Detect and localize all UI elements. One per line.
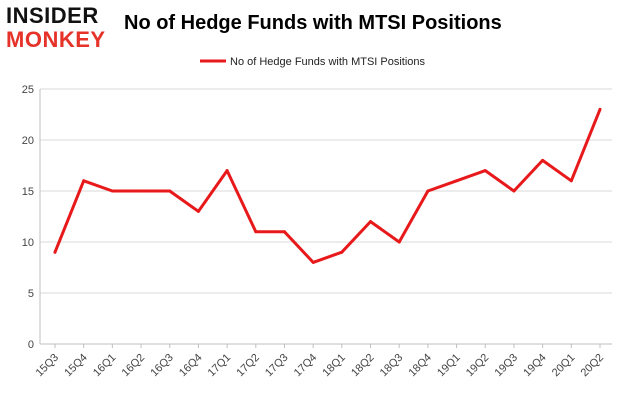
y-tick-label: 25 (22, 84, 34, 96)
x-tick-label: 20Q2 (579, 352, 607, 380)
legend-label: No of Hedge Funds with MTSI Positions (230, 56, 426, 68)
data-point (541, 158, 545, 162)
y-tick-label: 5 (28, 288, 34, 300)
x-tick-label: 16Q4 (177, 352, 205, 380)
data-point (196, 209, 200, 213)
data-point (569, 179, 573, 183)
data-point (82, 179, 86, 183)
series-layer (53, 107, 602, 264)
axes (39, 89, 612, 348)
x-tick-label: 20Q1 (550, 352, 578, 380)
data-point (397, 240, 401, 244)
data-point (254, 230, 258, 234)
data-point (598, 107, 602, 111)
x-tick-label: 18Q4 (406, 352, 434, 380)
x-tick-label: 17Q2 (234, 352, 262, 380)
data-point (139, 189, 143, 193)
x-tick-label: 16Q1 (91, 352, 119, 380)
data-point (512, 189, 516, 193)
y-tick-label: 15 (22, 186, 34, 198)
data-point (311, 260, 315, 264)
y-tick-label: 0 (28, 339, 34, 351)
x-tick-label: 16Q2 (120, 352, 148, 380)
data-point (340, 250, 344, 254)
data-point (426, 189, 430, 193)
x-tick-label: 15Q3 (34, 352, 62, 380)
chart-title: No of Hedge Funds with MTSI Positions (124, 12, 502, 34)
x-tick-label: 19Q2 (464, 352, 492, 380)
data-point (225, 169, 229, 173)
data-point (110, 189, 114, 193)
x-tick-label: 18Q3 (378, 352, 406, 380)
data-point (168, 189, 172, 193)
x-tick-label: 18Q1 (320, 352, 348, 380)
data-point (483, 169, 487, 173)
x-tick-label: 17Q1 (206, 352, 234, 380)
x-tick-label: 19Q4 (521, 352, 549, 380)
x-tick-label: 17Q4 (292, 352, 320, 380)
x-tick-label: 19Q3 (493, 352, 521, 380)
data-point (455, 179, 459, 183)
logo-line-2: MONKEY (6, 27, 106, 52)
legend: No of Hedge Funds with MTSI Positions (200, 56, 426, 68)
x-tick-label: 17Q3 (263, 352, 291, 380)
x-tick-label: 16Q3 (148, 352, 176, 380)
logo-line-1: INSIDER (6, 3, 99, 28)
data-point (369, 220, 373, 224)
data-point (53, 250, 57, 254)
x-tick-label: 18Q2 (349, 352, 377, 380)
y-tick-label: 10 (22, 237, 34, 249)
y-tick-labels: 0 5 10 15 20 25 (22, 84, 34, 351)
insider-monkey-logo: INSIDER MONKEY (6, 4, 118, 54)
x-tick-label: 19Q1 (435, 352, 463, 380)
x-tick-labels: 15Q3 15Q4 16Q1 16Q2 16Q3 16Q4 17Q1 17Q2 17Q3 17Q4… (34, 352, 607, 380)
series-line (53, 107, 602, 264)
y-tick-label: 20 (22, 135, 34, 147)
data-point (282, 230, 286, 234)
x-tick-label: 15Q4 (62, 352, 90, 380)
